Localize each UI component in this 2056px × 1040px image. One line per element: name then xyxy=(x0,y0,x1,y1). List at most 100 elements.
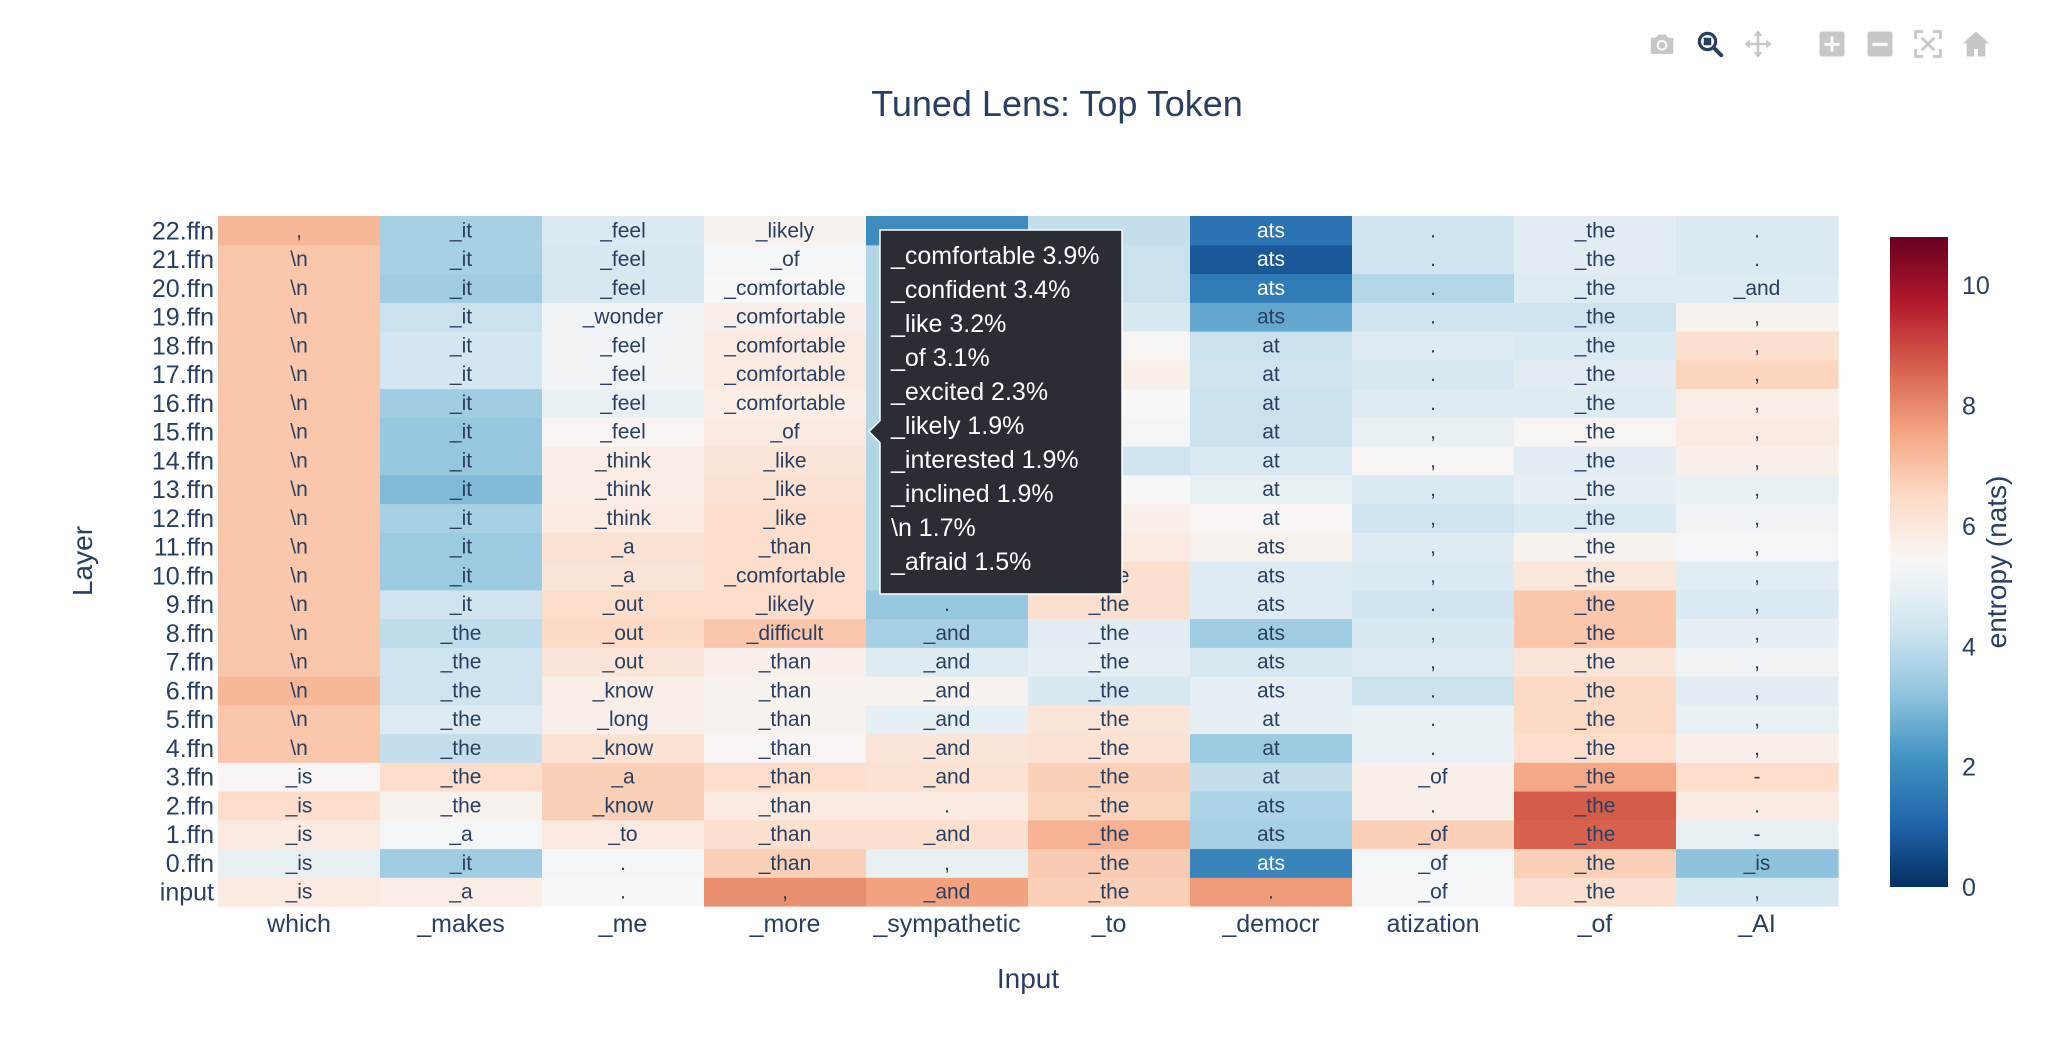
heatmap-cell[interactable] xyxy=(1514,676,1677,706)
heatmap-cell[interactable] xyxy=(1676,503,1839,533)
heatmap-cell[interactable] xyxy=(1352,331,1515,361)
heatmap-cell[interactable] xyxy=(218,417,381,447)
heatmap-cell[interactable] xyxy=(1676,762,1839,792)
heatmap-cell[interactable] xyxy=(866,791,1029,821)
heatmap-cell[interactable] xyxy=(1676,417,1839,447)
heatmap-cell[interactable] xyxy=(542,331,705,361)
heatmap-cell[interactable] xyxy=(1676,388,1839,418)
heatmap-cell[interactable] xyxy=(1676,676,1839,706)
heatmap-cell[interactable] xyxy=(1352,589,1515,620)
heatmap-cell[interactable] xyxy=(1352,647,1515,677)
heatmap-cell[interactable] xyxy=(380,762,543,792)
heatmap-cell[interactable] xyxy=(866,647,1029,677)
heatmap-cell[interactable] xyxy=(1676,359,1839,390)
heatmap-cell[interactable] xyxy=(1190,618,1353,648)
heatmap-cell[interactable] xyxy=(380,676,543,706)
heatmap-cell[interactable] xyxy=(380,417,543,447)
heatmap-cell[interactable] xyxy=(704,388,867,418)
autoscale-icon[interactable] xyxy=(1908,24,1948,64)
heatmap-cell[interactable] xyxy=(1514,302,1677,332)
heatmap-cell[interactable] xyxy=(1514,733,1677,763)
heatmap-cell[interactable] xyxy=(542,819,705,850)
heatmap-cell[interactable] xyxy=(542,704,705,735)
heatmap-cell[interactable] xyxy=(218,733,381,763)
heatmap-cell[interactable] xyxy=(1028,819,1191,850)
heatmap-cell[interactable] xyxy=(704,561,867,591)
heatmap-cell[interactable] xyxy=(1514,216,1677,246)
heatmap-cell[interactable] xyxy=(1352,791,1515,821)
pan-icon[interactable] xyxy=(1738,24,1778,64)
heatmap-cell[interactable] xyxy=(1190,273,1353,303)
heatmap-cell[interactable] xyxy=(1676,216,1839,246)
heatmap-cell[interactable] xyxy=(1514,417,1677,447)
heatmap-cell[interactable] xyxy=(542,446,705,476)
heatmap-cell[interactable] xyxy=(1514,359,1677,390)
heatmap-cell[interactable] xyxy=(1514,819,1677,850)
heatmap-cell[interactable] xyxy=(866,704,1029,735)
heatmap-cell[interactable] xyxy=(1676,819,1839,850)
heatmap-cell[interactable] xyxy=(380,733,543,763)
heatmap-cell[interactable] xyxy=(1190,446,1353,476)
heatmap-cell[interactable] xyxy=(1514,618,1677,648)
heatmap-cell[interactable] xyxy=(542,417,705,447)
heatmap-cell[interactable] xyxy=(1676,647,1839,677)
heatmap-cell[interactable] xyxy=(380,704,543,735)
heatmap-cell[interactable] xyxy=(218,474,381,505)
heatmap-cell[interactable] xyxy=(380,474,543,505)
heatmap-cell[interactable] xyxy=(218,676,381,706)
heatmap-cell[interactable] xyxy=(542,503,705,533)
heatmap-cell[interactable] xyxy=(542,791,705,821)
heatmap-cell[interactable] xyxy=(1676,589,1839,620)
heatmap-cell[interactable] xyxy=(380,216,543,246)
heatmap-cell[interactable] xyxy=(380,302,543,332)
heatmap-cell[interactable] xyxy=(1352,273,1515,303)
heatmap-cell[interactable] xyxy=(218,302,381,332)
heatmap-cell[interactable] xyxy=(1514,273,1677,303)
heatmap-cell[interactable] xyxy=(1190,676,1353,706)
heatmap-cell[interactable] xyxy=(542,359,705,390)
heatmap-cell[interactable] xyxy=(1028,762,1191,792)
heatmap-cell[interactable] xyxy=(218,877,381,907)
heatmap-cell[interactable] xyxy=(1514,647,1677,677)
heatmap-cell[interactable] xyxy=(218,244,381,275)
heatmap-cell[interactable] xyxy=(1190,561,1353,591)
heatmap-cell[interactable] xyxy=(1190,388,1353,418)
heatmap-cell[interactable] xyxy=(1190,733,1353,763)
heatmap-cell[interactable] xyxy=(1514,704,1677,735)
heatmap-cell[interactable] xyxy=(1352,446,1515,476)
heatmap-cell[interactable] xyxy=(1190,302,1353,332)
heatmap-cell[interactable] xyxy=(1190,216,1353,246)
reset-axes-icon[interactable] xyxy=(1956,24,1996,64)
heatmap-cell[interactable] xyxy=(542,762,705,792)
heatmap-cell[interactable] xyxy=(704,618,867,648)
heatmap-cell[interactable] xyxy=(1514,446,1677,476)
heatmap-cell[interactable] xyxy=(218,819,381,850)
heatmap-cell[interactable] xyxy=(704,446,867,476)
heatmap-cell[interactable] xyxy=(380,647,543,677)
heatmap-cell[interactable] xyxy=(1028,791,1191,821)
heatmap-cell[interactable] xyxy=(1676,474,1839,505)
heatmap-cell[interactable] xyxy=(542,589,705,620)
heatmap-cell[interactable] xyxy=(380,848,543,878)
heatmap-cell[interactable] xyxy=(1676,848,1839,878)
heatmap-cell[interactable] xyxy=(1352,733,1515,763)
heatmap-cell[interactable] xyxy=(542,877,705,907)
heatmap-cell[interactable] xyxy=(704,704,867,735)
heatmap-cell[interactable] xyxy=(1676,618,1839,648)
heatmap-cell[interactable] xyxy=(1676,561,1839,591)
heatmap-cell[interactable] xyxy=(1352,819,1515,850)
heatmap-cell[interactable] xyxy=(1352,877,1515,907)
heatmap-cell[interactable] xyxy=(1676,244,1839,275)
heatmap-cell[interactable] xyxy=(380,618,543,648)
heatmap-cell[interactable] xyxy=(1352,388,1515,418)
heatmap-cell[interactable] xyxy=(1190,647,1353,677)
zoom-in-icon[interactable] xyxy=(1812,24,1852,64)
heatmap-cell[interactable] xyxy=(380,388,543,418)
heatmap-cell[interactable] xyxy=(380,446,543,476)
heatmap-cell[interactable] xyxy=(1352,503,1515,533)
heatmap-cell[interactable] xyxy=(1028,676,1191,706)
heatmap-cell[interactable] xyxy=(1190,503,1353,533)
heatmap-cell[interactable] xyxy=(1190,877,1353,907)
heatmap-cell[interactable] xyxy=(704,762,867,792)
heatmap-cell[interactable] xyxy=(1514,532,1677,562)
